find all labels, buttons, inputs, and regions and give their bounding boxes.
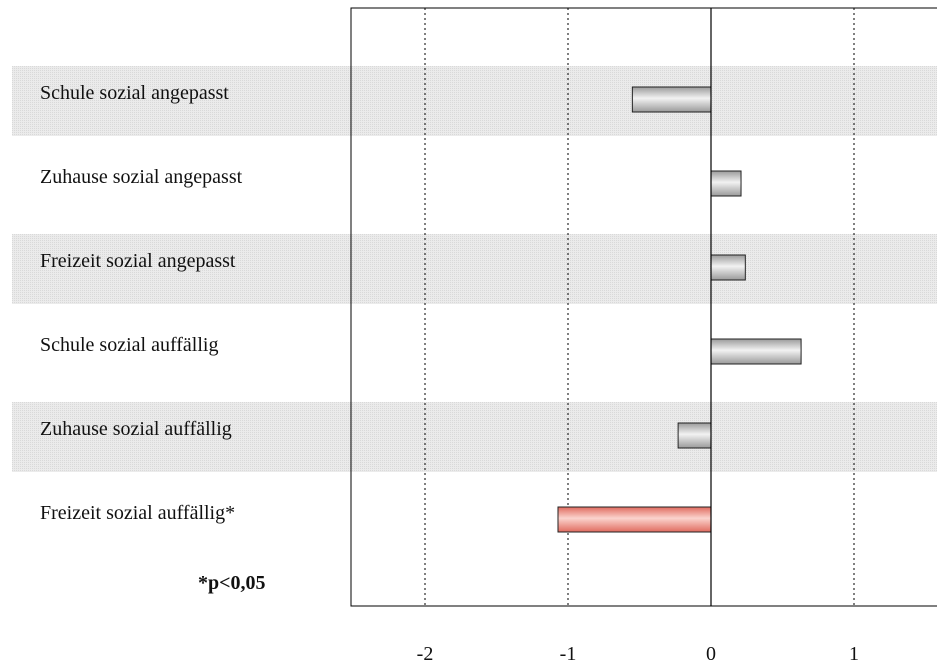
category-label: Freizeit sozial angepasst: [40, 250, 236, 272]
tick-label: -2: [417, 643, 434, 664]
tick-label: 0: [706, 643, 716, 664]
bar-significant: [557, 506, 712, 533]
bar: [710, 254, 746, 281]
row-band: [12, 234, 937, 304]
bar: [677, 422, 712, 449]
bar: [710, 338, 802, 365]
bar: [710, 170, 742, 197]
category-label: Schule sozial auffällig: [40, 334, 218, 356]
category-labels: Schule sozial angepasst Zuhause sozial an…: [40, 82, 243, 524]
bars: [557, 86, 802, 533]
row-bands: [12, 66, 937, 472]
tick-label: -1: [560, 643, 577, 664]
category-label: Freizeit sozial auffällig*: [40, 502, 235, 524]
category-label: Zuhause sozial auffällig: [40, 418, 232, 440]
row-band: [12, 402, 937, 472]
tick-label: 1: [849, 643, 859, 664]
plot-frame: [350, 7, 937, 607]
x-axis-ticks: -2 -1 0 1: [417, 643, 859, 664]
category-label: Schule sozial angepasst: [40, 82, 229, 104]
bar: [631, 86, 712, 113]
significance-note: *p<0,05: [198, 572, 266, 594]
row-band: [12, 66, 937, 136]
category-label: Zuhause sozial angepasst: [40, 166, 243, 188]
